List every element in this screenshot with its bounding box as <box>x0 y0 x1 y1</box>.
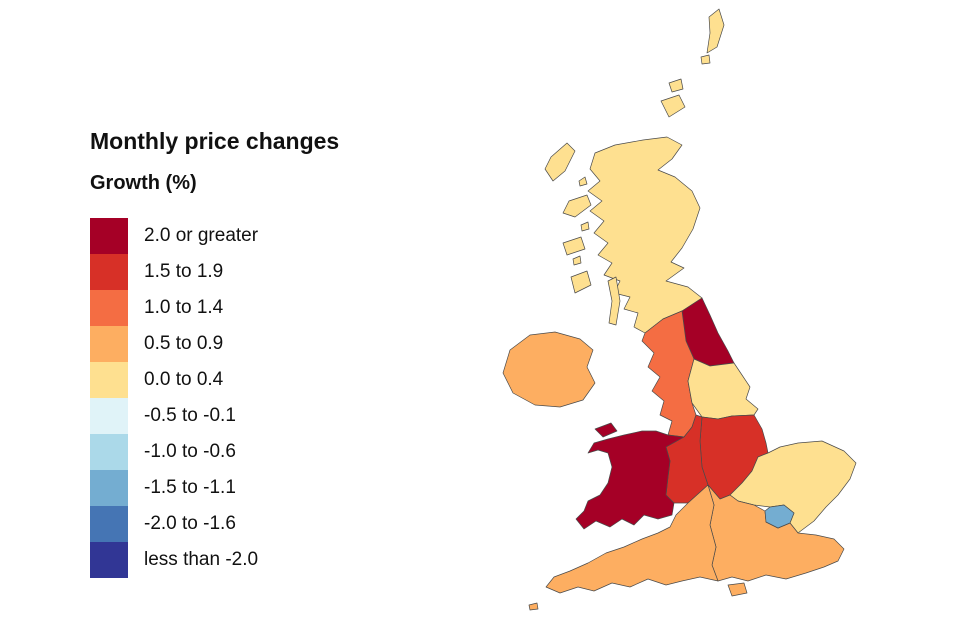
legend-item: 0.0 to 0.4 <box>90 362 258 398</box>
region-south-west <box>528 484 719 611</box>
legend-swatch <box>90 542 128 578</box>
uk-choropleth-map <box>495 5 955 635</box>
legend-item: less than -2.0 <box>90 542 258 578</box>
legend-swatch <box>90 470 128 506</box>
legend-item: 1.5 to 1.9 <box>90 254 258 290</box>
legend-swatch <box>90 326 128 362</box>
legend-label: 1.5 to 1.9 <box>144 261 224 282</box>
legend-label: 2.0 or greater <box>144 225 259 246</box>
legend-label: -1.5 to -1.1 <box>144 477 236 498</box>
uk-map-svg <box>502 8 857 611</box>
legend-label: 1.0 to 1.4 <box>144 297 224 318</box>
legend-title: Growth (%) <box>90 172 197 194</box>
legend-item: 0.5 to 0.9 <box>90 326 258 362</box>
legend: 2.0 or greater 1.5 to 1.9 1.0 to 1.4 0.5… <box>90 218 258 578</box>
legend-swatch <box>90 398 128 434</box>
region-london <box>764 504 795 529</box>
legend-item: -1.5 to -1.1 <box>90 470 258 506</box>
legend-item: -1.0 to -0.6 <box>90 434 258 470</box>
legend-swatch <box>90 218 128 254</box>
legend-label: 0.0 to 0.4 <box>144 369 224 390</box>
legend-item: -2.0 to -1.6 <box>90 506 258 542</box>
legend-label: -0.5 to -0.1 <box>144 405 236 426</box>
legend-label: less than -2.0 <box>144 549 259 570</box>
legend-item: 2.0 or greater <box>90 218 258 254</box>
legend-swatch <box>90 362 128 398</box>
legend-swatch <box>90 506 128 542</box>
region-wales <box>575 422 685 530</box>
region-scotland <box>544 8 725 334</box>
legend-swatch <box>90 434 128 470</box>
legend-swatch <box>90 254 128 290</box>
region-northern-ireland <box>502 331 596 408</box>
legend-label: -2.0 to -1.6 <box>144 513 236 534</box>
legend-label: 0.5 to 0.9 <box>144 333 224 354</box>
legend-label: -1.0 to -0.6 <box>144 441 236 462</box>
legend-item: 1.0 to 1.4 <box>90 290 258 326</box>
legend-swatch <box>90 290 128 326</box>
legend-item: -0.5 to -0.1 <box>90 398 258 434</box>
region-yorkshire <box>687 358 759 420</box>
page-title: Monthly price changes <box>90 128 340 154</box>
